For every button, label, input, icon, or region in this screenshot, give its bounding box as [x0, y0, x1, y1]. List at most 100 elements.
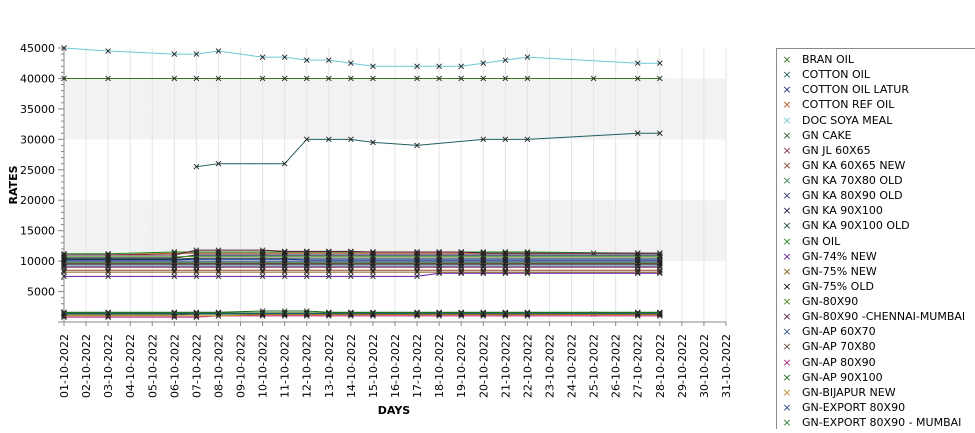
- data-point: [259, 247, 266, 253]
- data-point: [303, 136, 310, 143]
- data-point: [502, 57, 509, 63]
- y-tick-label: 25000: [20, 164, 55, 177]
- legend-marker-icon: ×: [782, 355, 792, 369]
- data-point: [634, 269, 641, 275]
- legend-item: × GN-AP 70X80: [777, 339, 876, 354]
- x-tick-label: 28-10-2022: [654, 334, 667, 398]
- data-point: [193, 163, 200, 170]
- data-point: [480, 60, 487, 67]
- x-tick-label: 02-10-2022: [80, 334, 93, 398]
- data-point: [105, 75, 111, 82]
- series-1: [193, 130, 663, 170]
- x-tick-label: 29-10-2022: [676, 334, 689, 398]
- data-point: [325, 263, 332, 269]
- data-point: [480, 136, 487, 143]
- data-point: [348, 273, 354, 280]
- series-17: [61, 247, 663, 258]
- x-tick-label: 12-10-2022: [301, 334, 314, 398]
- data-point: [215, 253, 222, 260]
- x-tick-label: 06-10-2022: [168, 334, 181, 398]
- data-point: [171, 256, 178, 263]
- legend-item: × COTTON OIL LATUR: [777, 82, 909, 97]
- legend-label: GN-80X90: [802, 295, 859, 309]
- y-tick-label: 45000: [20, 42, 55, 55]
- x-tick-label: 20-10-2022: [477, 334, 490, 398]
- legend-item: × GN-EXPORT 80X90 - MUMBAI: [777, 415, 961, 429]
- y-tick-label: 15000: [20, 225, 55, 238]
- y-tick-label: 5000: [27, 286, 55, 299]
- legend-marker-icon: ×: [782, 143, 792, 157]
- x-tick-label: 25-10-2022: [588, 334, 601, 398]
- data-point: [458, 263, 465, 269]
- data-point: [480, 269, 487, 275]
- data-point: [325, 57, 332, 63]
- data-point: [414, 260, 420, 267]
- data-point: [634, 263, 641, 269]
- data-point: [281, 75, 288, 82]
- data-point: [171, 51, 178, 57]
- data-point: [61, 263, 67, 269]
- x-tick-label: 10-10-2022: [257, 334, 270, 398]
- data-point: [325, 310, 332, 316]
- x-tick-label: 26-10-2022: [610, 334, 623, 398]
- legend-marker-icon: ×: [782, 53, 792, 66]
- x-tick-label: 14-10-2022: [345, 334, 358, 398]
- data-point: [414, 63, 420, 70]
- legend-marker-icon: ×: [782, 340, 792, 354]
- legend-label: GN-AP 70X80: [802, 340, 876, 354]
- data-point: [61, 75, 67, 82]
- data-point: [325, 269, 332, 275]
- data-point: [303, 260, 310, 267]
- x-tick-label: 31-10-2022: [720, 334, 733, 398]
- data-point: [502, 260, 509, 267]
- data-point: [303, 269, 310, 275]
- data-point: [61, 256, 67, 263]
- legend-label: GN KA 80X90 OLD: [802, 189, 903, 203]
- data-point: [215, 247, 222, 253]
- legend-marker-icon: ×: [782, 325, 792, 339]
- legend-item: × COTTON OIL: [777, 67, 870, 82]
- data-point: [458, 269, 465, 275]
- x-tick-label: 22-10-2022: [521, 334, 534, 398]
- data-point: [414, 273, 420, 280]
- data-point: [281, 253, 288, 260]
- legend-item: × GN-BIJAPUR NEW: [777, 385, 896, 400]
- y-tick-label: 20000: [20, 194, 55, 207]
- data-point: [193, 273, 200, 280]
- data-point: [524, 263, 531, 269]
- data-point: [370, 253, 376, 260]
- legend-item: × BRAN OIL: [777, 52, 854, 67]
- legend-item: × DOC SOYA MEAL: [777, 113, 892, 128]
- series-16: [61, 253, 663, 260]
- data-point: [414, 263, 420, 269]
- data-point: [105, 252, 111, 258]
- series-14: [61, 269, 663, 275]
- data-point: [634, 130, 641, 137]
- x-tick-label: 21-10-2022: [499, 334, 512, 398]
- data-point: [325, 260, 332, 267]
- data-point: [105, 48, 111, 54]
- legend-label: GN-BIJAPUR NEW: [802, 385, 896, 399]
- data-point: [105, 256, 111, 263]
- x-axis-label: DAYS: [378, 404, 411, 417]
- data-point: [259, 263, 266, 269]
- x-tick-label: 23-10-2022: [543, 334, 556, 398]
- data-point: [105, 273, 111, 280]
- data-point: [348, 60, 354, 67]
- data-point: [458, 260, 465, 267]
- legend-label: GN KA 70X80 OLD: [802, 174, 903, 188]
- data-point: [325, 248, 332, 255]
- legend: × BRAN OIL × COTTON OIL × COTTON OIL LATUR × CO…: [776, 48, 975, 429]
- legend-marker-icon: ×: [782, 264, 792, 278]
- x-tick-label: 27-10-2022: [632, 334, 645, 398]
- legend-item: × GN-AP 80X90: [777, 355, 875, 370]
- legend-item: × GN KA 90X100 OLD: [777, 218, 909, 233]
- data-point: [215, 75, 222, 82]
- data-point: [281, 263, 288, 269]
- data-point: [370, 263, 376, 269]
- x-tick-label: 01-10-2022: [58, 334, 71, 398]
- data-point: [61, 269, 67, 275]
- data-point: [259, 253, 266, 260]
- data-point: [303, 75, 310, 82]
